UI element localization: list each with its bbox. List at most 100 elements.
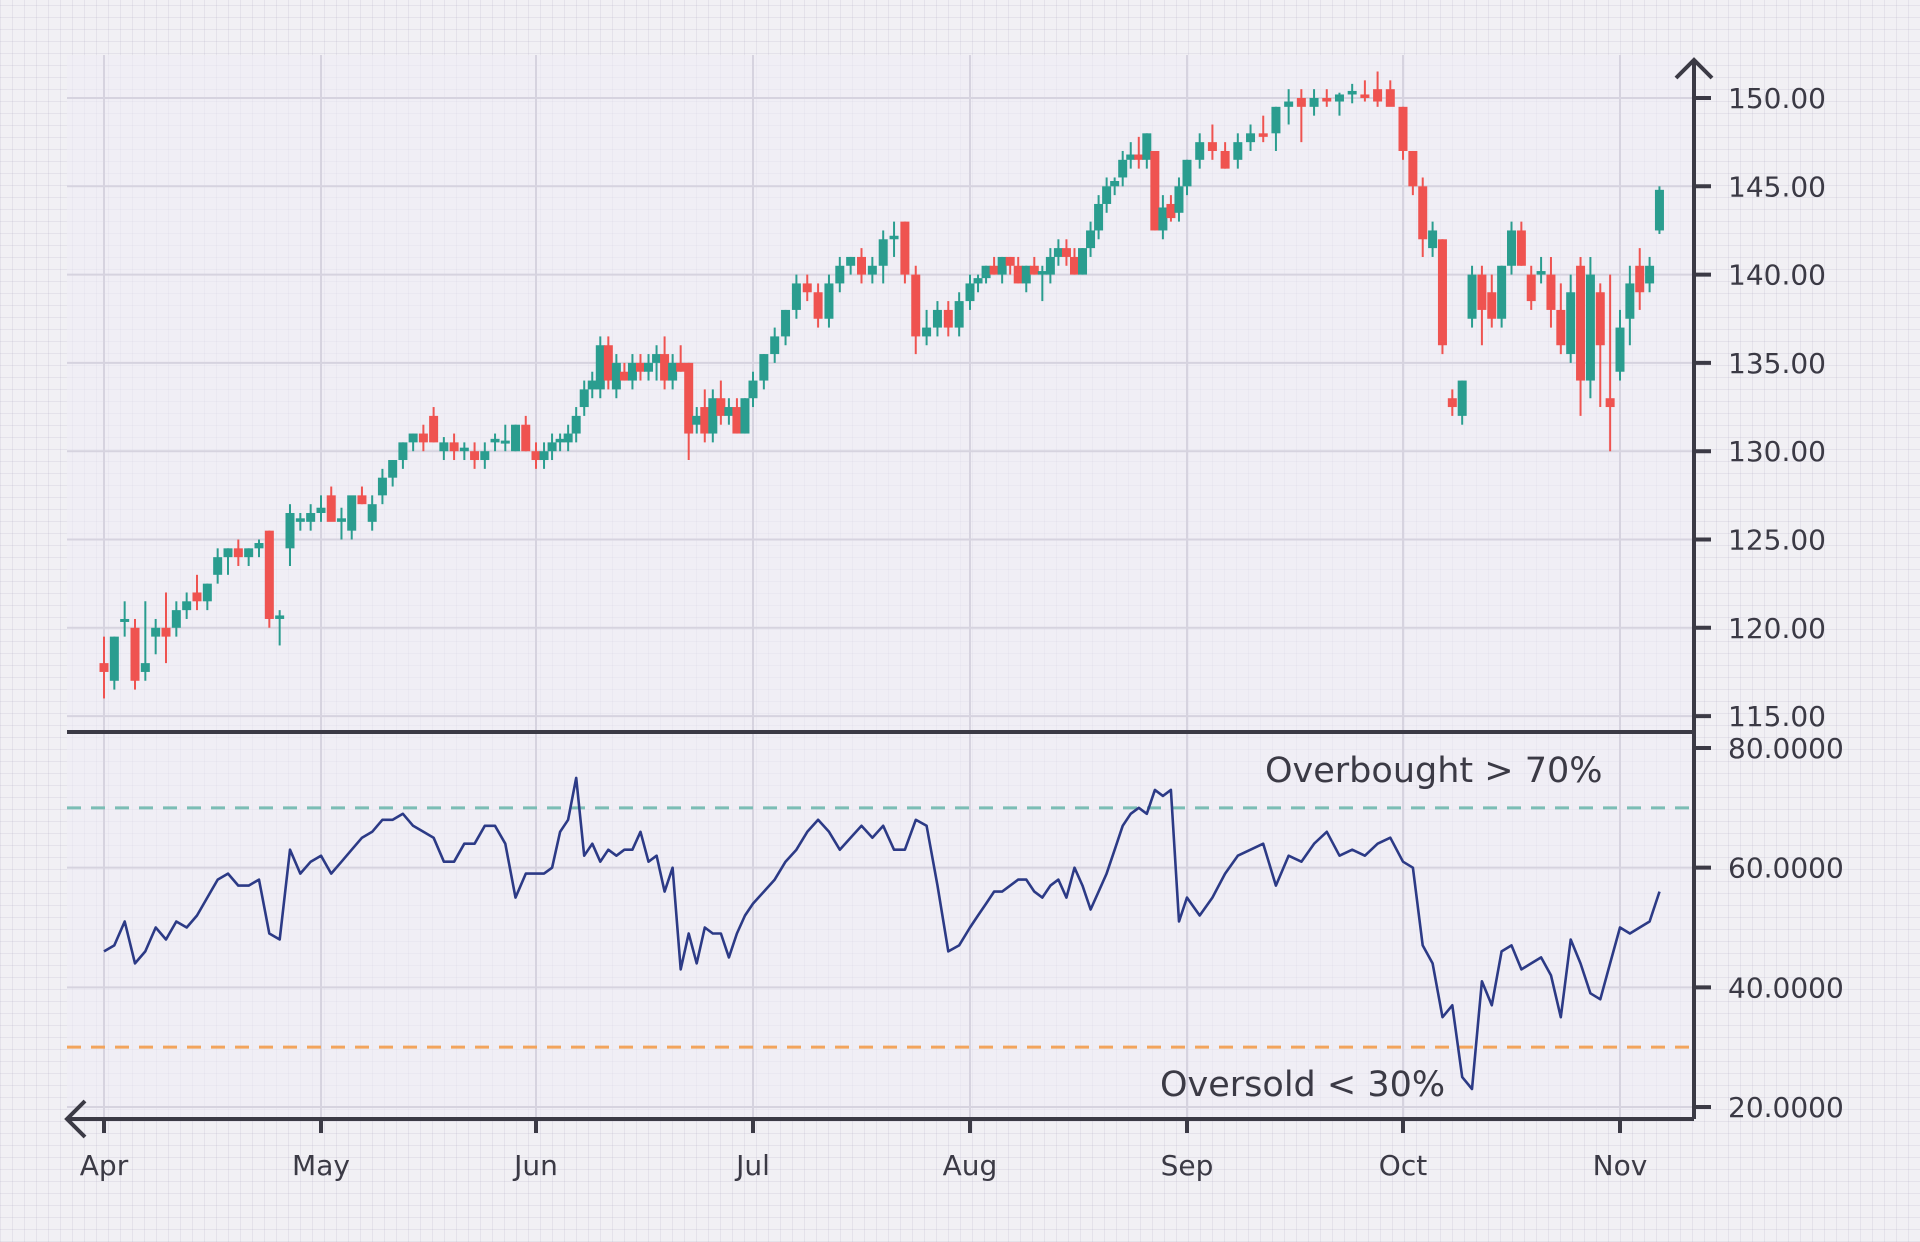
candle-down (1373, 71, 1383, 107)
candle-down (900, 221, 910, 284)
gridlines (67, 55, 1694, 1119)
candle-up (1094, 195, 1104, 240)
candle-body (1069, 256, 1079, 275)
candle-body (500, 440, 510, 444)
candle-up (490, 433, 500, 452)
candle-down (233, 539, 243, 566)
month-tick-label: Oct (1379, 1149, 1427, 1182)
candle-body (1037, 271, 1047, 275)
candle-body (1086, 230, 1096, 249)
candle-up (740, 398, 750, 434)
price-tick-label: 115.00 (1728, 700, 1826, 733)
y-axis-arrow-icon (1674, 57, 1714, 80)
candle-body (1576, 265, 1586, 381)
candle-body (140, 663, 150, 672)
candle-up (1585, 256, 1595, 399)
candle-up (652, 345, 662, 381)
rsi-levels (67, 806, 1694, 1049)
candle-down (716, 380, 726, 425)
candle-up (182, 592, 192, 619)
candle-body (1347, 90, 1357, 95)
candle-body (676, 362, 686, 372)
candle-body (867, 265, 877, 275)
candle-body (595, 345, 605, 390)
candle-body (824, 283, 834, 319)
candle-body (202, 583, 212, 602)
candle-down (635, 354, 645, 381)
candle-body (1595, 292, 1605, 346)
candle-down (470, 442, 480, 469)
candle-body (997, 256, 1007, 275)
candle-body (932, 309, 942, 328)
candle-body (644, 362, 654, 372)
candle-body (213, 557, 223, 575)
candle-down (619, 362, 629, 381)
candle-down (1258, 115, 1268, 143)
candle-body (835, 265, 845, 284)
candle-up (459, 442, 469, 461)
candle-body (1094, 203, 1104, 231)
candle-down (1220, 142, 1230, 169)
candle-body (1061, 248, 1071, 257)
candle-body (1635, 265, 1645, 293)
candle-down (700, 389, 710, 443)
month-tick-label: Sep (1161, 1149, 1214, 1182)
candle-body (490, 438, 500, 443)
candle-up (1246, 124, 1256, 151)
candle-body (802, 283, 812, 293)
candle-body (1428, 230, 1438, 249)
candle-body (1654, 189, 1664, 231)
candle-body (408, 433, 418, 443)
month-tick-label: Jun (512, 1149, 558, 1182)
candle-down (1166, 195, 1176, 222)
candle-down (989, 256, 999, 275)
candle-up (1334, 92, 1344, 116)
candle-body (1195, 142, 1205, 160)
candle-up (1037, 265, 1047, 302)
candle-down (732, 398, 742, 434)
rsi-tick-label: 20.0000 (1728, 1091, 1844, 1124)
candle-down (1408, 150, 1418, 196)
candle-body (759, 354, 769, 381)
candle-body (770, 336, 780, 355)
month-tick-label: Jul (734, 1149, 770, 1182)
candle-body (954, 301, 964, 328)
candle-body (1487, 292, 1497, 319)
candle-down (802, 274, 812, 302)
candle-body (1309, 98, 1319, 107)
candle-body (161, 627, 171, 637)
candle-body (627, 362, 637, 381)
candle-down (326, 486, 336, 522)
candle-body (1398, 106, 1408, 151)
candle-up (408, 433, 418, 452)
candle-body (1182, 159, 1192, 187)
candle-up (171, 601, 181, 637)
candle-up (1284, 89, 1294, 125)
candle-body (367, 504, 377, 522)
candle-up (965, 274, 975, 310)
candle-body (171, 610, 181, 628)
candle-body (1536, 271, 1546, 275)
candle-up (480, 442, 490, 469)
candle-up (1645, 256, 1655, 293)
rsi-tick-label: 60.0000 (1728, 852, 1844, 885)
candle-body (1158, 207, 1168, 231)
candle-body (781, 309, 791, 337)
candle-body (429, 415, 439, 443)
candle-body (1296, 98, 1306, 107)
rsi-tick-label: 80.0000 (1728, 732, 1844, 765)
candle-up (1625, 265, 1635, 346)
candle-down (1134, 136, 1144, 169)
candle-up (1195, 133, 1205, 169)
candle-body (1150, 150, 1160, 231)
candle-body (531, 451, 541, 461)
candle-body (981, 265, 991, 279)
candle-body (619, 371, 629, 381)
candle-up (932, 301, 942, 337)
candle-body (1526, 274, 1536, 302)
candle-down (813, 283, 823, 328)
candle-down (357, 486, 367, 505)
candle-body (1437, 239, 1447, 346)
candle-down (1487, 274, 1497, 328)
